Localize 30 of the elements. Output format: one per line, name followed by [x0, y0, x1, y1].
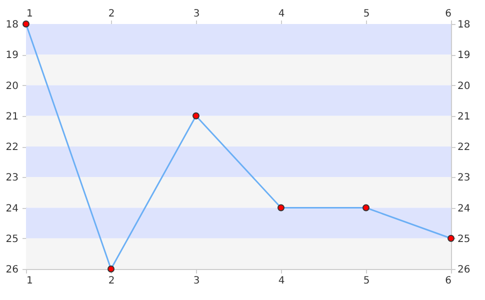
y2-tick-label: 23: [458, 172, 470, 184]
y2-tick-label: 26: [458, 264, 470, 276]
y-tick-label: 23: [6, 172, 18, 184]
y-tick-label: 24: [6, 203, 18, 214]
y2-tick-label: 20: [458, 80, 470, 92]
y-tick-label: 25: [6, 234, 18, 245]
x2-tick-label: 5: [363, 276, 370, 286]
y2-tick-label: 18: [458, 20, 470, 30]
x-tick-label: 3: [193, 8, 200, 20]
y2-tick-label: 19: [458, 50, 470, 62]
x2-tick-label: 6: [445, 276, 452, 286]
y-tick-label: 19: [6, 50, 18, 62]
y2-tick-label: 21: [458, 111, 470, 122]
x-tick-label: 5: [363, 8, 370, 20]
x2-tick-label: 1: [26, 276, 33, 286]
y2-tick-label: 24: [458, 203, 470, 214]
x-tick-label: 4: [278, 8, 285, 20]
x-tick-label: 1: [26, 8, 33, 20]
y-tick-label: 26: [6, 264, 18, 276]
y-tick-label: 21: [6, 111, 18, 122]
y2-tick-label: 22: [458, 142, 470, 153]
x2-tick-label: 4: [278, 276, 285, 286]
x-tick-label: 2: [108, 8, 115, 20]
x-tick-label: 6: [445, 8, 452, 20]
x2-tick-label: 3: [193, 276, 200, 286]
y-tick-label: 20: [6, 80, 18, 92]
x2-tick-label: 2: [108, 276, 115, 286]
y-tick-label: 22: [6, 142, 18, 153]
y-tick-label: 18: [6, 20, 18, 30]
y2-tick-label: 25: [458, 234, 470, 245]
